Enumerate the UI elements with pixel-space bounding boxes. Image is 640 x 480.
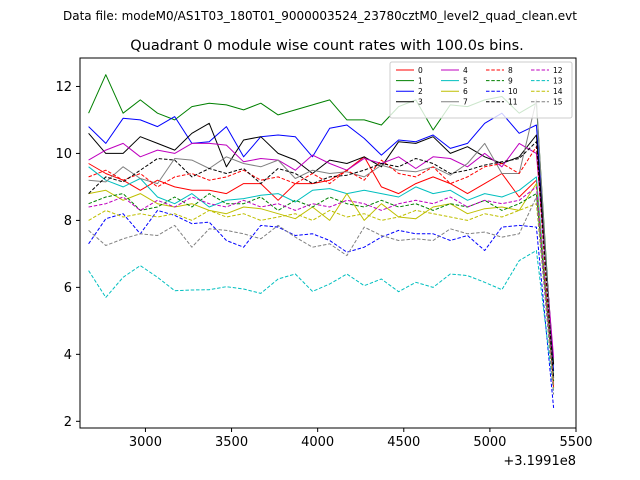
y-tick-label: 6 [64, 281, 72, 296]
series-line-11 [88, 141, 555, 378]
y-tick-label: 2 [64, 415, 72, 430]
legend-label: 15 [553, 98, 563, 107]
legend-label: 14 [553, 87, 563, 96]
series-line-3 [88, 122, 555, 365]
series-line-8 [88, 146, 555, 388]
y-axis: 2 4 6 8 10 12 [55, 80, 80, 430]
y-tick-label: 10 [55, 147, 72, 162]
legend-label: 4 [463, 66, 468, 75]
legend-label: 8 [508, 66, 513, 75]
series-line-12 [88, 186, 555, 385]
legend-label: 0 [418, 66, 423, 75]
chart-suptitle: Data file: modeM0/AS1T03_180T01_90000035… [63, 9, 577, 23]
legend-label: 9 [508, 76, 513, 85]
x-tick-label: 4500 [387, 435, 420, 450]
legend-label: 12 [553, 66, 563, 75]
x-axis: 3000 3500 4000 4500 5000 5500 [129, 428, 593, 450]
series-line-10 [88, 209, 555, 408]
legend-label: 1 [418, 76, 423, 85]
series-line-4 [88, 142, 555, 358]
series-line-0 [88, 156, 555, 385]
y-tick-label: 8 [64, 214, 72, 229]
series-line-15 [88, 196, 555, 395]
series-line-9 [88, 193, 555, 382]
legend-label: 10 [508, 87, 518, 96]
series-layer [88, 74, 555, 408]
axes-frame [79, 57, 577, 429]
series-line-2 [88, 112, 555, 372]
legend-label: 6 [463, 87, 468, 96]
legend-label: 11 [508, 98, 518, 107]
legend-label: 3 [418, 98, 423, 107]
series-line-13 [88, 250, 555, 392]
series-line-1 [88, 74, 555, 378]
series-line-5 [88, 166, 555, 378]
x-tick-label: 5500 [559, 435, 592, 450]
series-line-14 [88, 203, 555, 388]
y-tick-label: 12 [55, 80, 72, 95]
x-tick-label: 4000 [301, 435, 334, 450]
y-tick-label: 4 [64, 348, 72, 363]
legend-label: 13 [553, 76, 563, 85]
legend-box [389, 61, 573, 119]
x-tick-label: 3000 [129, 435, 162, 450]
series-line-6 [88, 183, 555, 382]
chart-title: Quadrant 0 module wise count rates with … [130, 38, 524, 54]
legend-label: 7 [463, 98, 468, 107]
x-tick-label: 5000 [473, 435, 506, 450]
x-offset-label: +3.1991e8 [503, 454, 576, 469]
legend-label: 5 [463, 76, 468, 85]
x-tick-label: 3500 [215, 435, 248, 450]
legend-label: 2 [418, 87, 423, 96]
series-line-7 [88, 99, 555, 388]
